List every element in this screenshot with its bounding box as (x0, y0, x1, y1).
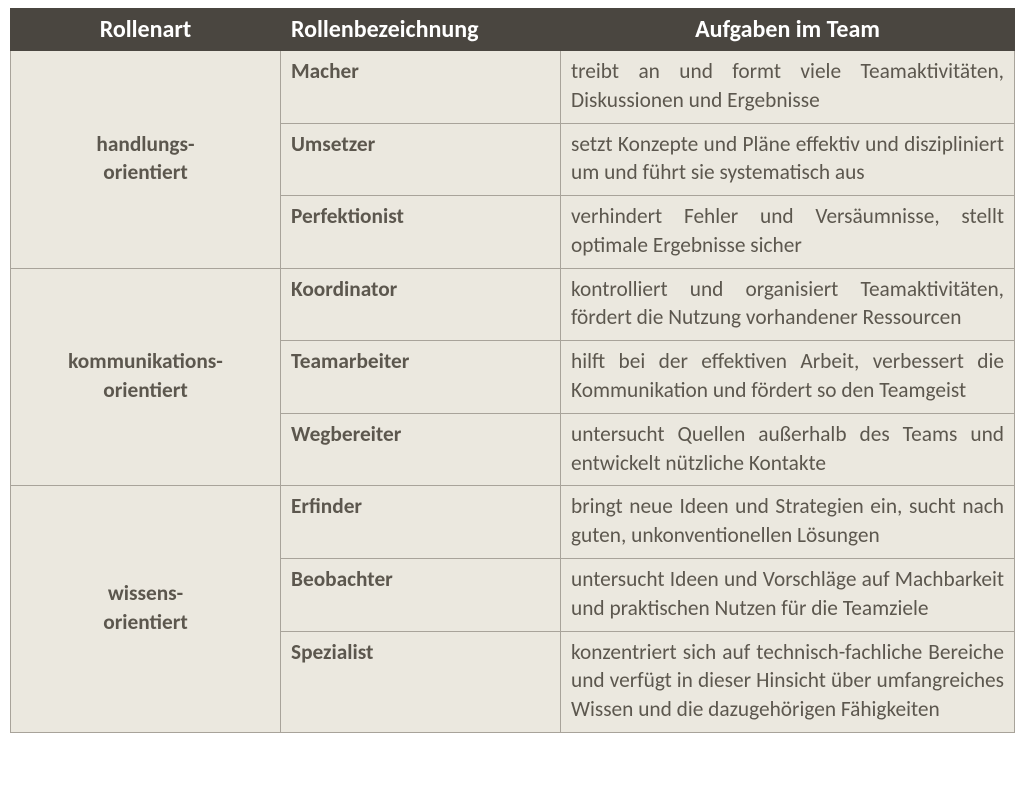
group-label-line1: kommunikations- (68, 348, 223, 374)
role-cell: Beobachter (281, 558, 561, 631)
role-cell: Koordinator (281, 268, 561, 341)
role-cell: Macher (281, 51, 561, 124)
role-cell: Wegbereiter (281, 413, 561, 486)
table-row: kommunikations- orientiert Koordinator k… (11, 268, 1015, 341)
group-cell-kommunikations: kommunikations- orientiert (11, 268, 281, 486)
group-label-line2: orientiert (103, 609, 187, 635)
task-cell: verhindert Fehler und Versäumnisse, stel… (561, 196, 1015, 269)
group-cell-wissens: wissens- orientiert (11, 486, 281, 732)
role-cell: Teamarbeiter (281, 341, 561, 414)
task-cell: treibt an und formt viele Teamaktivitäte… (561, 51, 1015, 124)
group-cell-handlungs: handlungs- orientiert (11, 51, 281, 269)
task-cell: untersucht Quellen außerhalb des Teams u… (561, 413, 1015, 486)
role-cell: Erfinder (281, 486, 561, 559)
task-cell: hilft bei der effektiven Arbeit, verbess… (561, 341, 1015, 414)
col-header-aufgaben: Aufgaben im Team (561, 9, 1015, 51)
table-row: wissens- orientiert Erfinder bringt neue… (11, 486, 1015, 559)
role-cell: Perfektionist (281, 196, 561, 269)
task-cell: kontrolliert und organisiert Teamaktivit… (561, 268, 1015, 341)
team-roles-table: Rollenart Rollenbezeichnung Aufgaben im … (10, 8, 1015, 733)
role-cell: Spezialist (281, 631, 561, 732)
task-cell: bringt neue Ideen und Strategien ein, su… (561, 486, 1015, 559)
task-cell: konzentriert sich auf technisch-fachlich… (561, 631, 1015, 732)
task-cell: untersucht Ideen und Vorschläge auf Mach… (561, 558, 1015, 631)
group-label-line2: orientiert (103, 159, 187, 185)
col-header-rollenbezeichnung: Rollenbezeichnung (281, 9, 561, 51)
col-header-rollenart: Rollenart (11, 9, 281, 51)
group-label-line2: orientiert (103, 377, 187, 403)
role-cell: Umsetzer (281, 123, 561, 196)
table-row: handlungs- orientiert Macher treibt an u… (11, 51, 1015, 124)
group-label-line1: handlungs- (96, 131, 194, 157)
task-cell: setzt Konzepte und Pläne effektiv und di… (561, 123, 1015, 196)
group-label-line1: wissens- (108, 580, 183, 606)
table-header-row: Rollenart Rollenbezeichnung Aufgaben im … (11, 9, 1015, 51)
